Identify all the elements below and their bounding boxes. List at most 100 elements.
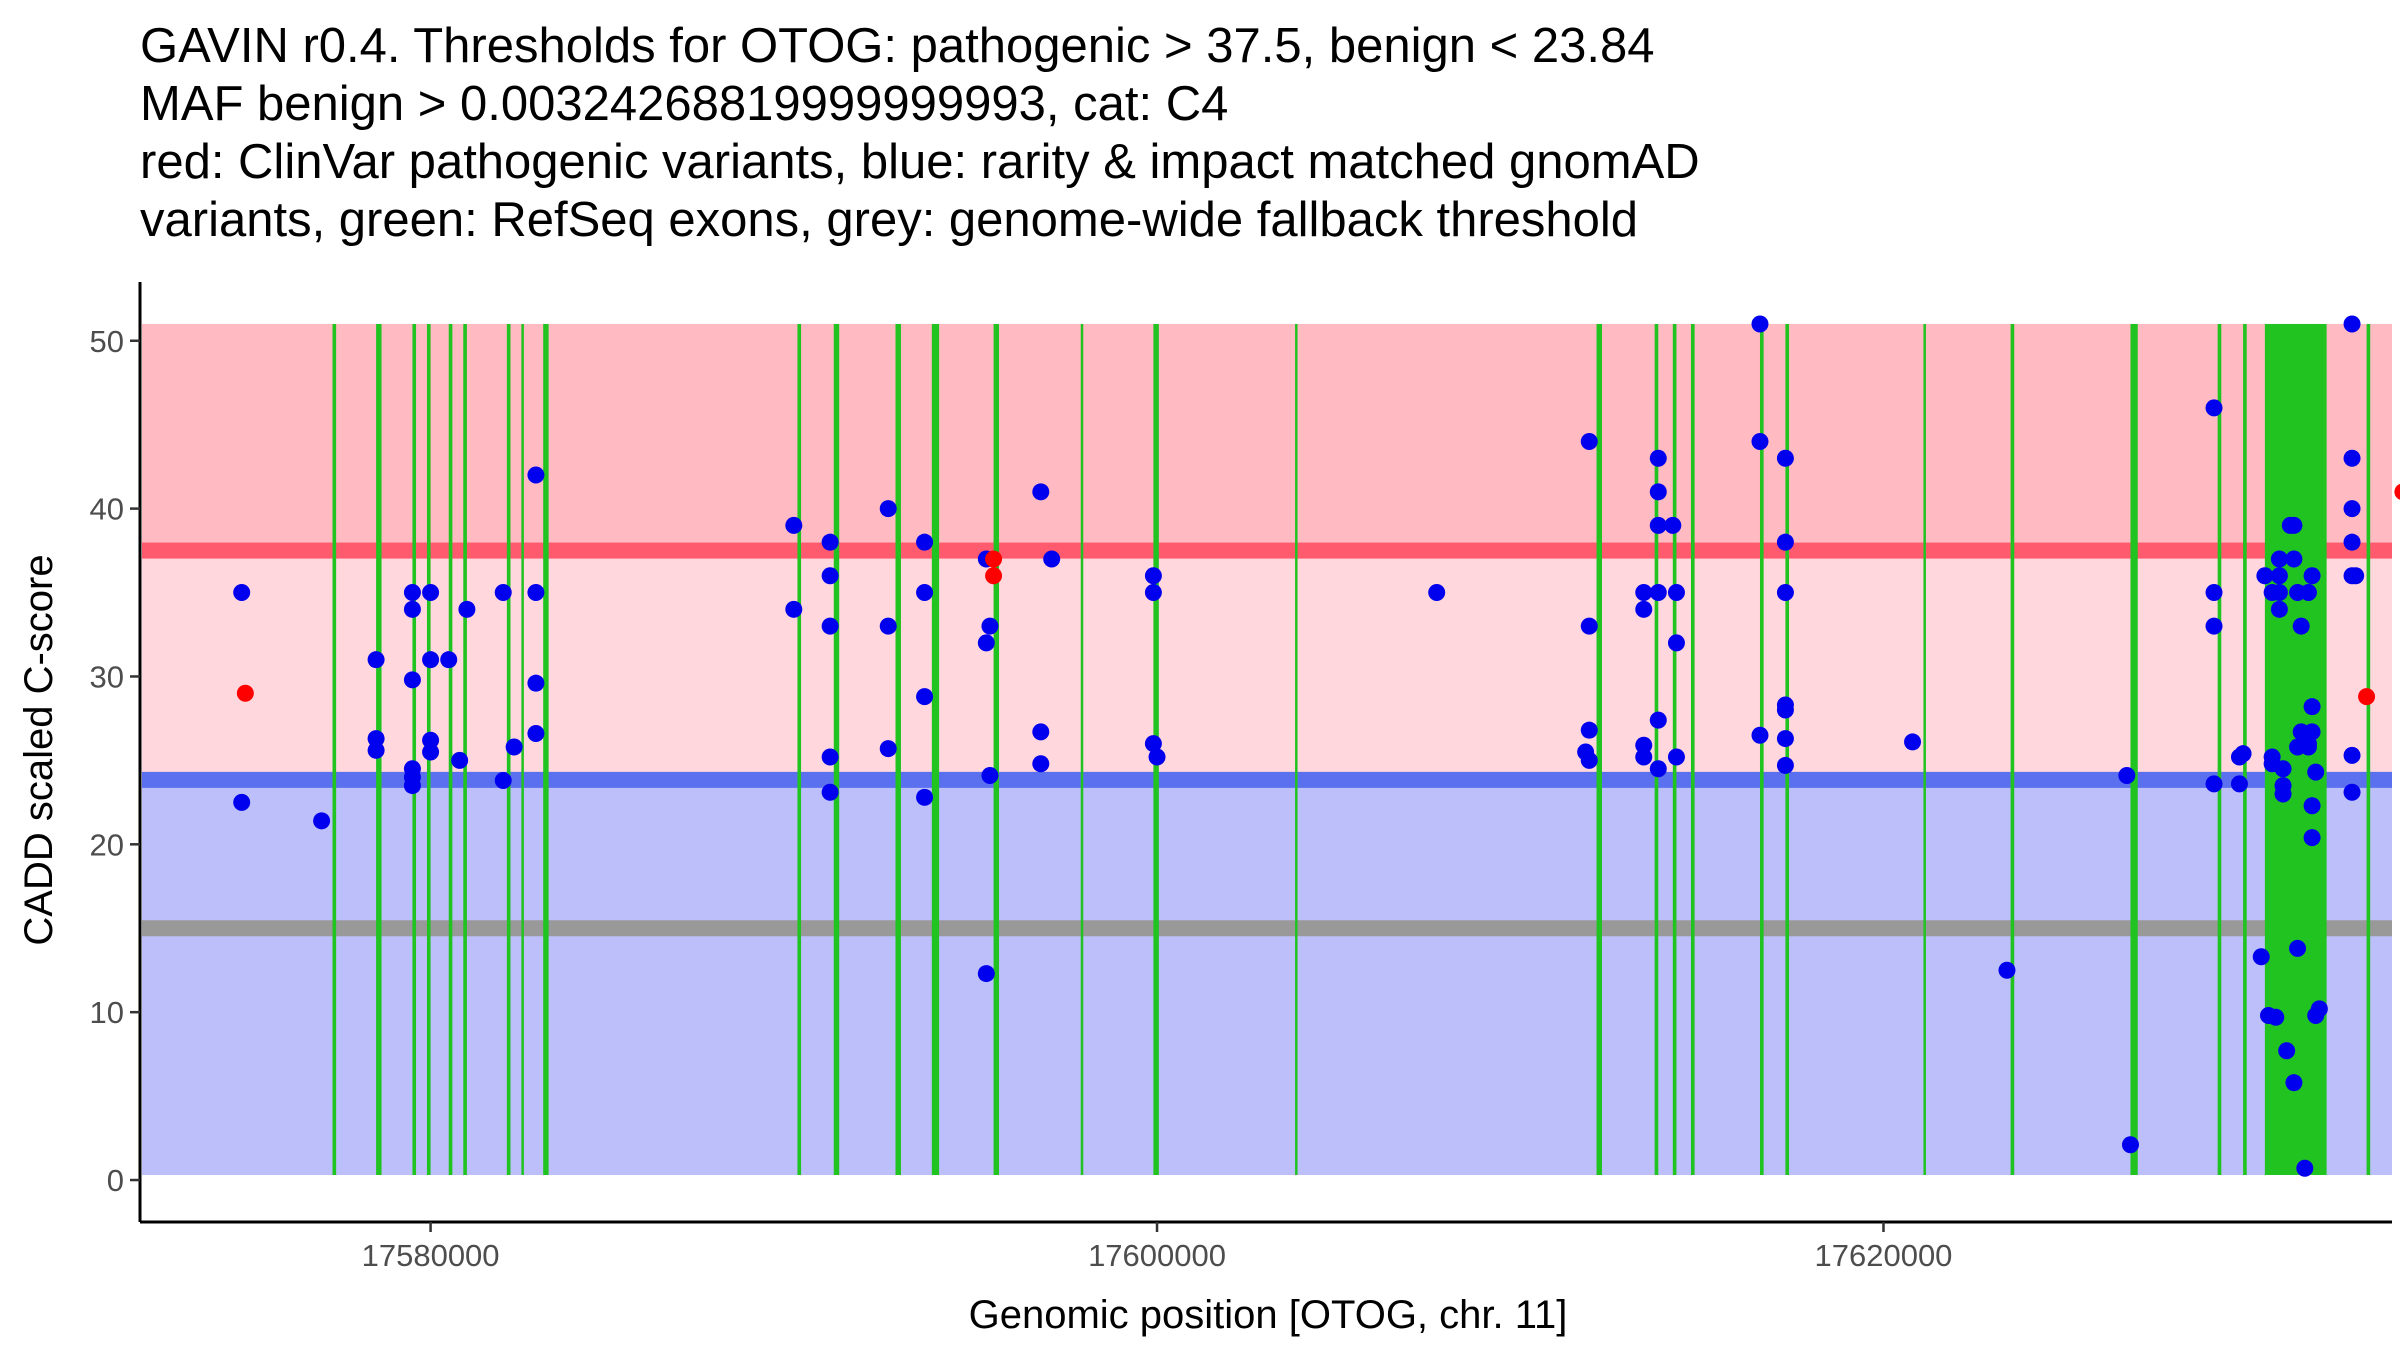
gnomad-point xyxy=(916,584,934,602)
gnomad-point xyxy=(1649,711,1667,729)
gnomad-point xyxy=(458,600,476,618)
exon-region xyxy=(2130,323,2138,1175)
gnomad-point xyxy=(2289,939,2307,957)
exon-region xyxy=(1690,323,1695,1175)
gnomad-point xyxy=(2230,775,2248,793)
exon-region xyxy=(1759,323,1764,1175)
gnomad-point xyxy=(1635,736,1653,754)
gnomad-point xyxy=(981,767,999,784)
gnomad-point xyxy=(2347,567,2365,585)
x-tick-label: 17580000 xyxy=(362,1238,500,1273)
gnomad-point xyxy=(2205,399,2223,417)
gnomad-point xyxy=(367,651,385,669)
gnomad-point xyxy=(1043,550,1061,568)
gnomad-point xyxy=(1580,617,1598,635)
gnomad-point xyxy=(1776,533,1794,551)
gnomad-point xyxy=(422,731,440,749)
gnomad-point xyxy=(494,772,512,790)
gnomad-point xyxy=(403,584,421,602)
y-tick-label: 40 xyxy=(90,492,124,527)
pathogenic-threshold-line xyxy=(142,542,2392,559)
gnomad-point xyxy=(2285,516,2303,534)
gnomad-point xyxy=(2299,738,2317,756)
gnomad-point xyxy=(1998,961,2016,979)
gnomad-point xyxy=(2205,775,2223,793)
gnomad-point xyxy=(2285,1074,2303,1092)
gnomad-point xyxy=(2303,723,2321,741)
gnomad-point xyxy=(2285,550,2303,568)
exon-region xyxy=(2010,323,2015,1175)
exon-region xyxy=(463,323,467,1175)
gnomad-point xyxy=(2205,617,2223,635)
gnomad-point xyxy=(2303,829,2321,847)
gnomad-point xyxy=(527,466,545,484)
gnomad-point xyxy=(2121,1136,2139,1154)
gnomad-point xyxy=(916,788,934,806)
gnomad-point xyxy=(2343,783,2361,801)
gnomad-point xyxy=(1635,748,1653,766)
gnomad-point xyxy=(2343,449,2361,467)
gnomad-point xyxy=(2343,533,2361,551)
gnomad-point xyxy=(1776,584,1794,602)
x-tick-label: 17620000 xyxy=(1815,1238,1953,1273)
gnomad-point xyxy=(2270,584,2288,602)
gnomad-point xyxy=(1580,432,1598,450)
gnomad-point xyxy=(1649,760,1667,778)
gnomad-point xyxy=(505,738,523,756)
gnomad-point xyxy=(821,567,839,585)
exon-region xyxy=(1596,323,1602,1175)
gnomad-point xyxy=(1649,449,1667,467)
gnomad-point xyxy=(1032,483,1050,501)
gnomad-point xyxy=(821,783,839,801)
exon-region xyxy=(1080,323,1084,1175)
gnomad-point xyxy=(2296,1159,2314,1177)
gnomad-point xyxy=(527,674,545,692)
gnomad-point xyxy=(1776,730,1794,748)
gnomad-point xyxy=(1667,584,1685,602)
gnomad-point xyxy=(879,617,897,635)
gnomad-point xyxy=(233,793,251,811)
y-tick-label: 0 xyxy=(107,1163,124,1198)
exon-region xyxy=(797,323,802,1175)
exon-region xyxy=(895,323,901,1175)
threshold-bands xyxy=(142,323,2392,1175)
gnomad-point xyxy=(527,725,545,743)
gnomad-point xyxy=(2256,567,2274,585)
exon-region xyxy=(993,323,1000,1175)
exon-region xyxy=(833,323,840,1175)
gnomad-point xyxy=(1751,315,1769,333)
exon-region xyxy=(332,323,337,1175)
clinvar-point xyxy=(985,567,1003,585)
gnomad-point xyxy=(785,516,803,534)
exon-region xyxy=(2366,323,2371,1175)
gnomad-point xyxy=(451,751,469,769)
gnomad-point xyxy=(1144,567,1162,585)
gnomad-point xyxy=(2303,567,2321,585)
gnomad-point xyxy=(785,600,803,618)
gnomad-point xyxy=(2267,1008,2285,1026)
gnomad-point xyxy=(2343,500,2361,518)
gnomad-point xyxy=(981,617,999,635)
chart-title-line-1: GAVIN r0.4. Thresholds for OTOG: pathoge… xyxy=(140,19,1655,73)
chart-title-line-4: variants, green: RefSeq exons, grey: gen… xyxy=(140,193,1639,247)
gnomad-point xyxy=(2307,763,2325,781)
gnomad-point xyxy=(422,651,440,669)
gnomad-point xyxy=(821,617,839,635)
gnomad-point xyxy=(403,671,421,689)
gnomad-point xyxy=(1649,516,1667,534)
gnomad-point xyxy=(313,812,331,830)
gnomad-point xyxy=(1580,751,1598,769)
exon-region xyxy=(448,323,453,1175)
gnomad-point xyxy=(1428,584,1446,602)
gnomad-point xyxy=(2270,600,2288,618)
y-tick-label: 50 xyxy=(90,324,124,359)
gnomad-point xyxy=(403,777,421,795)
gnomad-point xyxy=(1144,735,1162,753)
gnomad-point xyxy=(879,740,897,758)
gnomad-point xyxy=(422,743,440,761)
gnomad-point xyxy=(1776,756,1794,774)
gnomad-point xyxy=(2278,1042,2296,1060)
gnomad-point xyxy=(2303,698,2321,716)
gnomad-point xyxy=(1580,721,1598,739)
x-axis-title: Genomic position [OTOG, chr. 11] xyxy=(969,1293,1568,1337)
